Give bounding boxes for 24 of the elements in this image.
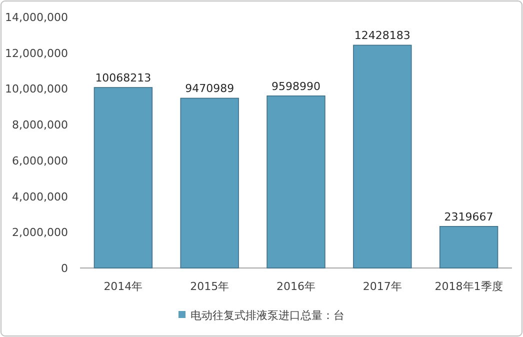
data-label: 10068213 xyxy=(95,71,152,84)
y-tick-label: 10,000,000 xyxy=(5,82,68,96)
bar xyxy=(94,87,153,268)
y-tick-label: 8,000,000 xyxy=(12,118,68,132)
x-tick-label: 2016年 xyxy=(276,280,316,293)
bar xyxy=(353,44,412,268)
y-tick-label: 4,000,000 xyxy=(12,190,68,204)
x-tick-label: 2014年 xyxy=(104,280,143,293)
y-tick-label: 12,000,000 xyxy=(5,46,68,60)
y-tick-label: 2,000,000 xyxy=(12,226,68,240)
y-tick-label: 14,000,000 xyxy=(5,11,68,24)
x-tick-label: 2015年 xyxy=(190,280,230,293)
bar xyxy=(180,98,239,268)
data-label: 9598990 xyxy=(272,80,320,93)
y-tick-label: 6,000,000 xyxy=(12,154,68,168)
bar xyxy=(266,96,326,268)
x-tick-label: 2018年1季度 xyxy=(434,280,503,293)
legend-label: 电动往复式排液泵进口总量：台 xyxy=(190,309,344,322)
data-label: 9470989 xyxy=(185,82,234,96)
x-tick-label: 2017年 xyxy=(362,280,402,293)
data-label: 2319667 xyxy=(444,210,494,224)
bar xyxy=(439,226,498,268)
y-tick-label: 0 xyxy=(61,262,68,275)
data-label: 12428183 xyxy=(354,29,410,42)
